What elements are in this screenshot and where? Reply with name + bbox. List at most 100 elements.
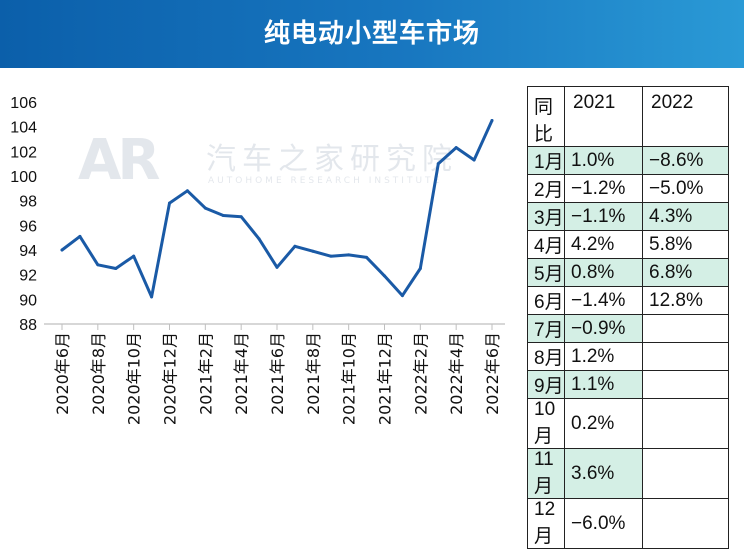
month-cell: 10月 <box>527 398 565 449</box>
y-tick-label: 100 <box>10 169 37 186</box>
data-point <box>383 274 386 278</box>
value-2022-cell: 5.8% <box>642 230 729 259</box>
data-point <box>185 189 189 193</box>
x-tick-label: 2020年12月 <box>161 332 180 425</box>
watermark-logo: AR <box>78 128 160 193</box>
y-tick-label: 102 <box>10 144 37 161</box>
table-row: 7月 −0.9% <box>527 314 729 343</box>
value-2021-cell: −6.0% <box>564 498 643 549</box>
y-tick-label: 90 <box>19 292 37 309</box>
series-line <box>60 119 494 299</box>
data-point <box>78 234 82 238</box>
month-cell: 2月 <box>527 174 565 203</box>
watermark: AR 汽车之家研究院 AUTOHOME RESEARCH INSTITUTE <box>78 128 508 198</box>
table-row: 2月 −1.2% −5.0% <box>527 174 729 203</box>
data-point <box>275 265 279 269</box>
month-cell: 4月 <box>527 230 565 259</box>
value-2021-cell: −1.2% <box>564 174 643 203</box>
data-point <box>436 162 440 166</box>
data-point <box>329 254 333 258</box>
data-point <box>132 254 136 258</box>
table-header-row: 同比 2021 2022 <box>527 86 729 147</box>
data-point <box>257 237 261 241</box>
value-2021-cell: 0.2% <box>564 398 643 449</box>
data-point <box>418 267 422 270</box>
value-2022-cell <box>642 398 729 449</box>
month-cell: 7月 <box>527 314 565 343</box>
x-tick-label: 2021年8月 <box>304 332 323 415</box>
value-2022-cell <box>642 498 729 549</box>
y-tick-label: 88 <box>19 317 37 334</box>
x-tick-label: 2022年6月 <box>483 332 502 415</box>
data-point <box>203 206 207 210</box>
chart-title: 纯电动小型车市场 <box>263 19 480 49</box>
x-tick-label: 2020年8月 <box>89 332 108 415</box>
data-point <box>114 267 118 270</box>
value-2021-cell: −0.9% <box>564 314 643 343</box>
x-tick-label: 2020年10月 <box>125 332 144 425</box>
x-tick-label: 2021年10月 <box>340 332 359 425</box>
table-row: 5月 0.8% 6.8% <box>527 258 729 287</box>
watermark-cn-text: 汽车之家研究院 <box>206 142 458 177</box>
month-cell: 9月 <box>527 370 565 399</box>
value-2021-cell: −1.1% <box>564 202 643 231</box>
watermark-en-text: AUTOHOME RESEARCH INSTITUTE <box>208 176 443 186</box>
value-2022-cell <box>642 342 729 371</box>
data-point <box>293 244 297 248</box>
table-row: 6月 −1.4% 12.8% <box>527 286 729 315</box>
value-2022-cell <box>642 314 729 343</box>
data-point <box>347 253 351 257</box>
month-cell: 6月 <box>527 286 565 315</box>
table-row: 8月 1.2% <box>527 342 729 371</box>
y-tick-label: 92 <box>19 268 37 285</box>
y-tick-label: 96 <box>19 218 37 235</box>
data-point <box>490 119 494 122</box>
value-2021-cell: 1.1% <box>564 370 643 399</box>
value-2021-cell: 1.0% <box>564 146 643 175</box>
table-row: 3月 −1.1% 4.3% <box>527 202 729 231</box>
table-row: 10月 0.2% <box>527 398 729 449</box>
y-tick-label: 106 <box>10 95 37 112</box>
month-cell: 1月 <box>527 146 565 175</box>
x-tick-label: 2021年2月 <box>196 332 215 415</box>
x-tick-label: 2021年12月 <box>376 332 395 425</box>
data-point <box>239 215 243 219</box>
x-tick-label: 2022年4月 <box>447 332 466 415</box>
value-2022-cell: 4.3% <box>642 202 729 231</box>
value-2022-cell: 6.8% <box>642 258 729 287</box>
x-tick-label: 2022年2月 <box>411 332 430 415</box>
table-row: 9月 1.1% <box>527 370 729 399</box>
x-tick-label: 2021年4月 <box>232 332 251 415</box>
x-tick-label: 2021年6月 <box>268 332 287 415</box>
data-point <box>400 294 404 298</box>
data-point <box>221 213 225 217</box>
header-yoy: 同比 <box>527 86 565 147</box>
data-point <box>150 295 154 299</box>
table-row: 12月 −6.0% <box>527 498 729 549</box>
value-2022-cell: 12.8% <box>642 286 729 315</box>
data-point <box>168 201 171 205</box>
data-point <box>60 248 64 252</box>
y-tick-label: 104 <box>10 120 37 137</box>
value-2021-cell: 0.8% <box>564 258 643 287</box>
data-point <box>454 146 458 150</box>
table-row: 1月 1.0% −8.6% <box>527 146 729 175</box>
table-row: 4月 4.2% 5.8% <box>527 230 729 259</box>
x-tick-label: 2020年6月 <box>53 332 72 415</box>
value-2021-cell: 4.2% <box>564 230 643 259</box>
header-2022: 2022 <box>642 86 729 147</box>
month-cell: 3月 <box>527 202 565 231</box>
month-cell: 12月 <box>527 498 565 549</box>
month-cell: 5月 <box>527 258 565 287</box>
value-2022-cell: −5.0% <box>642 174 729 203</box>
title-banner: 纯电动小型车市场 <box>0 0 744 68</box>
data-point <box>472 158 476 162</box>
value-2021-cell: −1.4% <box>564 286 643 315</box>
header-2021: 2021 <box>564 86 643 147</box>
value-2021-cell: 1.2% <box>564 342 643 371</box>
value-2022-cell <box>642 370 729 399</box>
y-tick-label: 94 <box>19 243 37 260</box>
data-point <box>96 263 100 267</box>
data-point <box>311 249 315 253</box>
line-chart: 88 90 92 94 96 98 100 102 104 106 2020年6月 2020年8月 20… <box>10 95 505 425</box>
